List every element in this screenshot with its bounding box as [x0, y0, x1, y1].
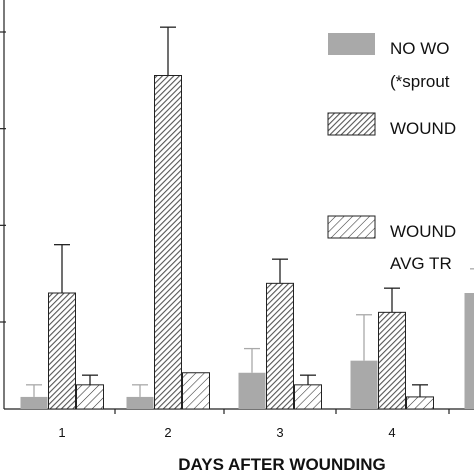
legend-label-wound-treated: WOUND [390, 222, 456, 241]
bar-wound-treated-day-1 [76, 384, 104, 410]
x-tick-label: 4 [388, 425, 395, 440]
bar-wound-treated-day-4 [406, 396, 434, 410]
x-tick-labels: 1 2 3 4 [58, 425, 395, 440]
bar-wound-day-2 [154, 75, 182, 410]
bar-no-wound-day-1 [20, 396, 48, 409]
x-tick-label: 3 [276, 425, 283, 440]
bar-no-wound-day-2 [126, 396, 154, 409]
legend-swatch-wound [327, 112, 376, 136]
bar-wound-day-1 [48, 292, 76, 410]
legend-note-avg-tr: AVG TR [390, 254, 452, 273]
legend-swatch-wound-treated [327, 215, 376, 239]
bar-wound-day-4 [378, 311, 406, 410]
x-tick-label: 1 [58, 425, 65, 440]
bar-no-wound-day-3 [238, 372, 266, 409]
legend-swatch-no-wound [328, 33, 375, 55]
bar-wound-day-3 [266, 282, 294, 410]
bar-wound-treated-day-3 [294, 384, 322, 410]
x-axis-label: DAYS AFTER WOUNDING [178, 455, 385, 474]
x-tick-label: 2 [164, 425, 171, 440]
bar-no-wound-day-4 [350, 360, 378, 409]
legend-label-no-wound: NO WO [390, 39, 450, 58]
legend-note-sprout: (*sprout [390, 72, 450, 91]
chart-bars [20, 26, 474, 410]
bar-wound-treated-day-2 [182, 372, 210, 410]
chart-legend: NO WO (*sprout WOUND WOUND AVG TR [327, 33, 456, 273]
legend-label-wound: WOUND [390, 119, 456, 138]
bar-no-wound-day-5 [464, 293, 474, 409]
